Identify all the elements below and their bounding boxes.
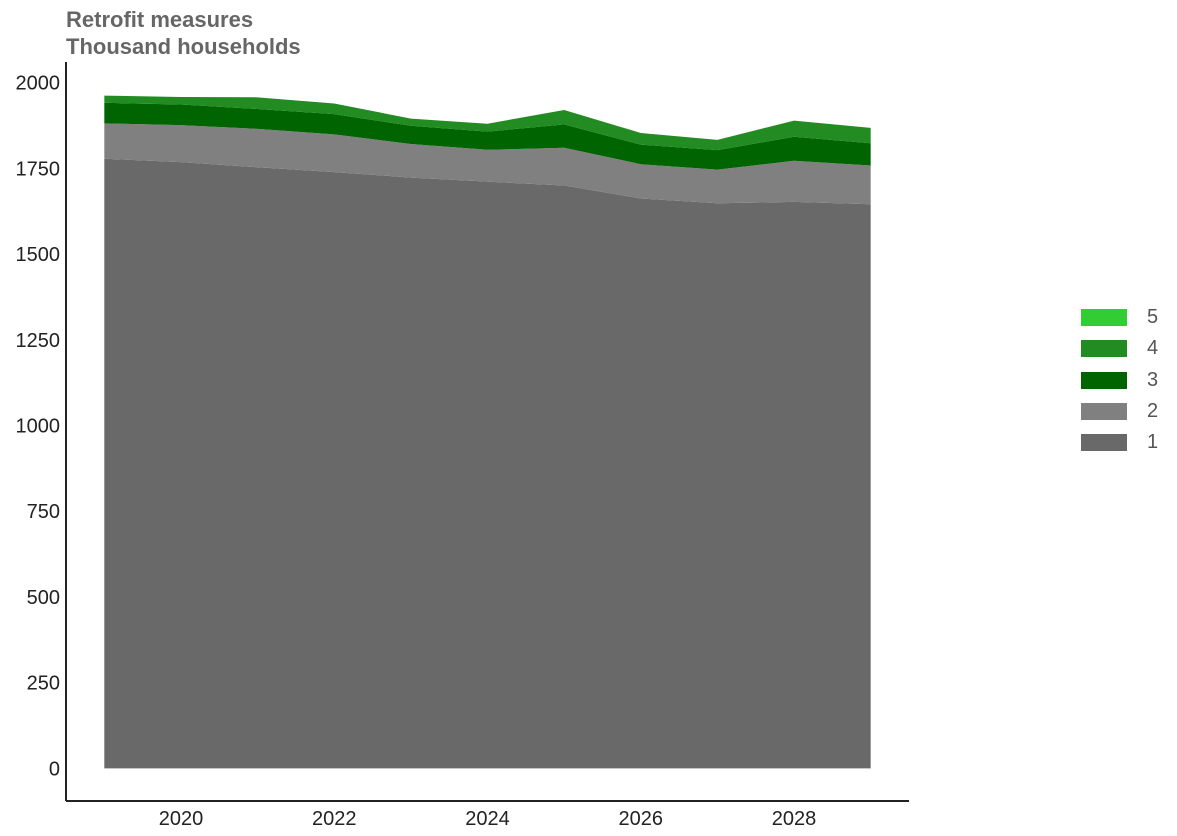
x-tick-label: 2026 [619, 808, 664, 830]
legend-swatch [1081, 340, 1127, 358]
legend-swatch [1081, 309, 1127, 327]
x-tick-label: 2020 [159, 808, 204, 830]
x-tick-label: 2024 [465, 808, 510, 830]
legend-swatch [1081, 403, 1127, 421]
y-tick-label: 2000 [16, 73, 61, 95]
axes [65, 62, 909, 802]
y-tick-label: 1750 [16, 158, 61, 180]
y-tick-label: 250 [27, 673, 60, 695]
legend-item: 5 [1081, 302, 1158, 333]
legend-label: 4 [1147, 337, 1159, 360]
y-axis-ticks: 0 250 500 750 1000 1250 1500 1750 2000 [16, 73, 61, 781]
x-axis-ticks: 2020 2022 2024 2026 2028 [159, 808, 817, 830]
legend-label: 1 [1147, 431, 1159, 454]
legend-label: 2 [1147, 400, 1159, 423]
legend-label: 3 [1147, 368, 1159, 391]
legend-item: 1 [1081, 427, 1158, 458]
chart-title-line: Retrofit measures [66, 7, 254, 32]
legend-item: 4 [1081, 333, 1158, 364]
legend-swatch [1081, 371, 1127, 389]
x-tick-label: 2022 [312, 808, 357, 830]
legend-item: 2 [1081, 396, 1158, 427]
y-tick-label: 500 [27, 587, 60, 609]
y-tick-label: 750 [27, 501, 60, 523]
legend: 5 4 3 2 1 [1081, 302, 1158, 458]
chart-subtitle: Thousand households [66, 34, 301, 59]
area-series-2 [104, 123, 871, 205]
y-tick-label: 1500 [16, 244, 61, 266]
area-series-1 [104, 158, 871, 769]
x-tick-label: 2028 [772, 808, 817, 830]
y-tick-label: 0 [49, 758, 60, 780]
area-series-4 [104, 95, 871, 151]
legend-item: 3 [1081, 365, 1158, 396]
area-layers [104, 95, 871, 769]
area-series-3 [104, 102, 871, 170]
y-tick-label: 1000 [16, 415, 61, 437]
y-tick-label: 1250 [16, 330, 61, 352]
legend-swatch [1081, 434, 1127, 452]
chart-title: Retrofit measures Thousand households [66, 6, 301, 60]
legend-label: 5 [1147, 306, 1159, 329]
